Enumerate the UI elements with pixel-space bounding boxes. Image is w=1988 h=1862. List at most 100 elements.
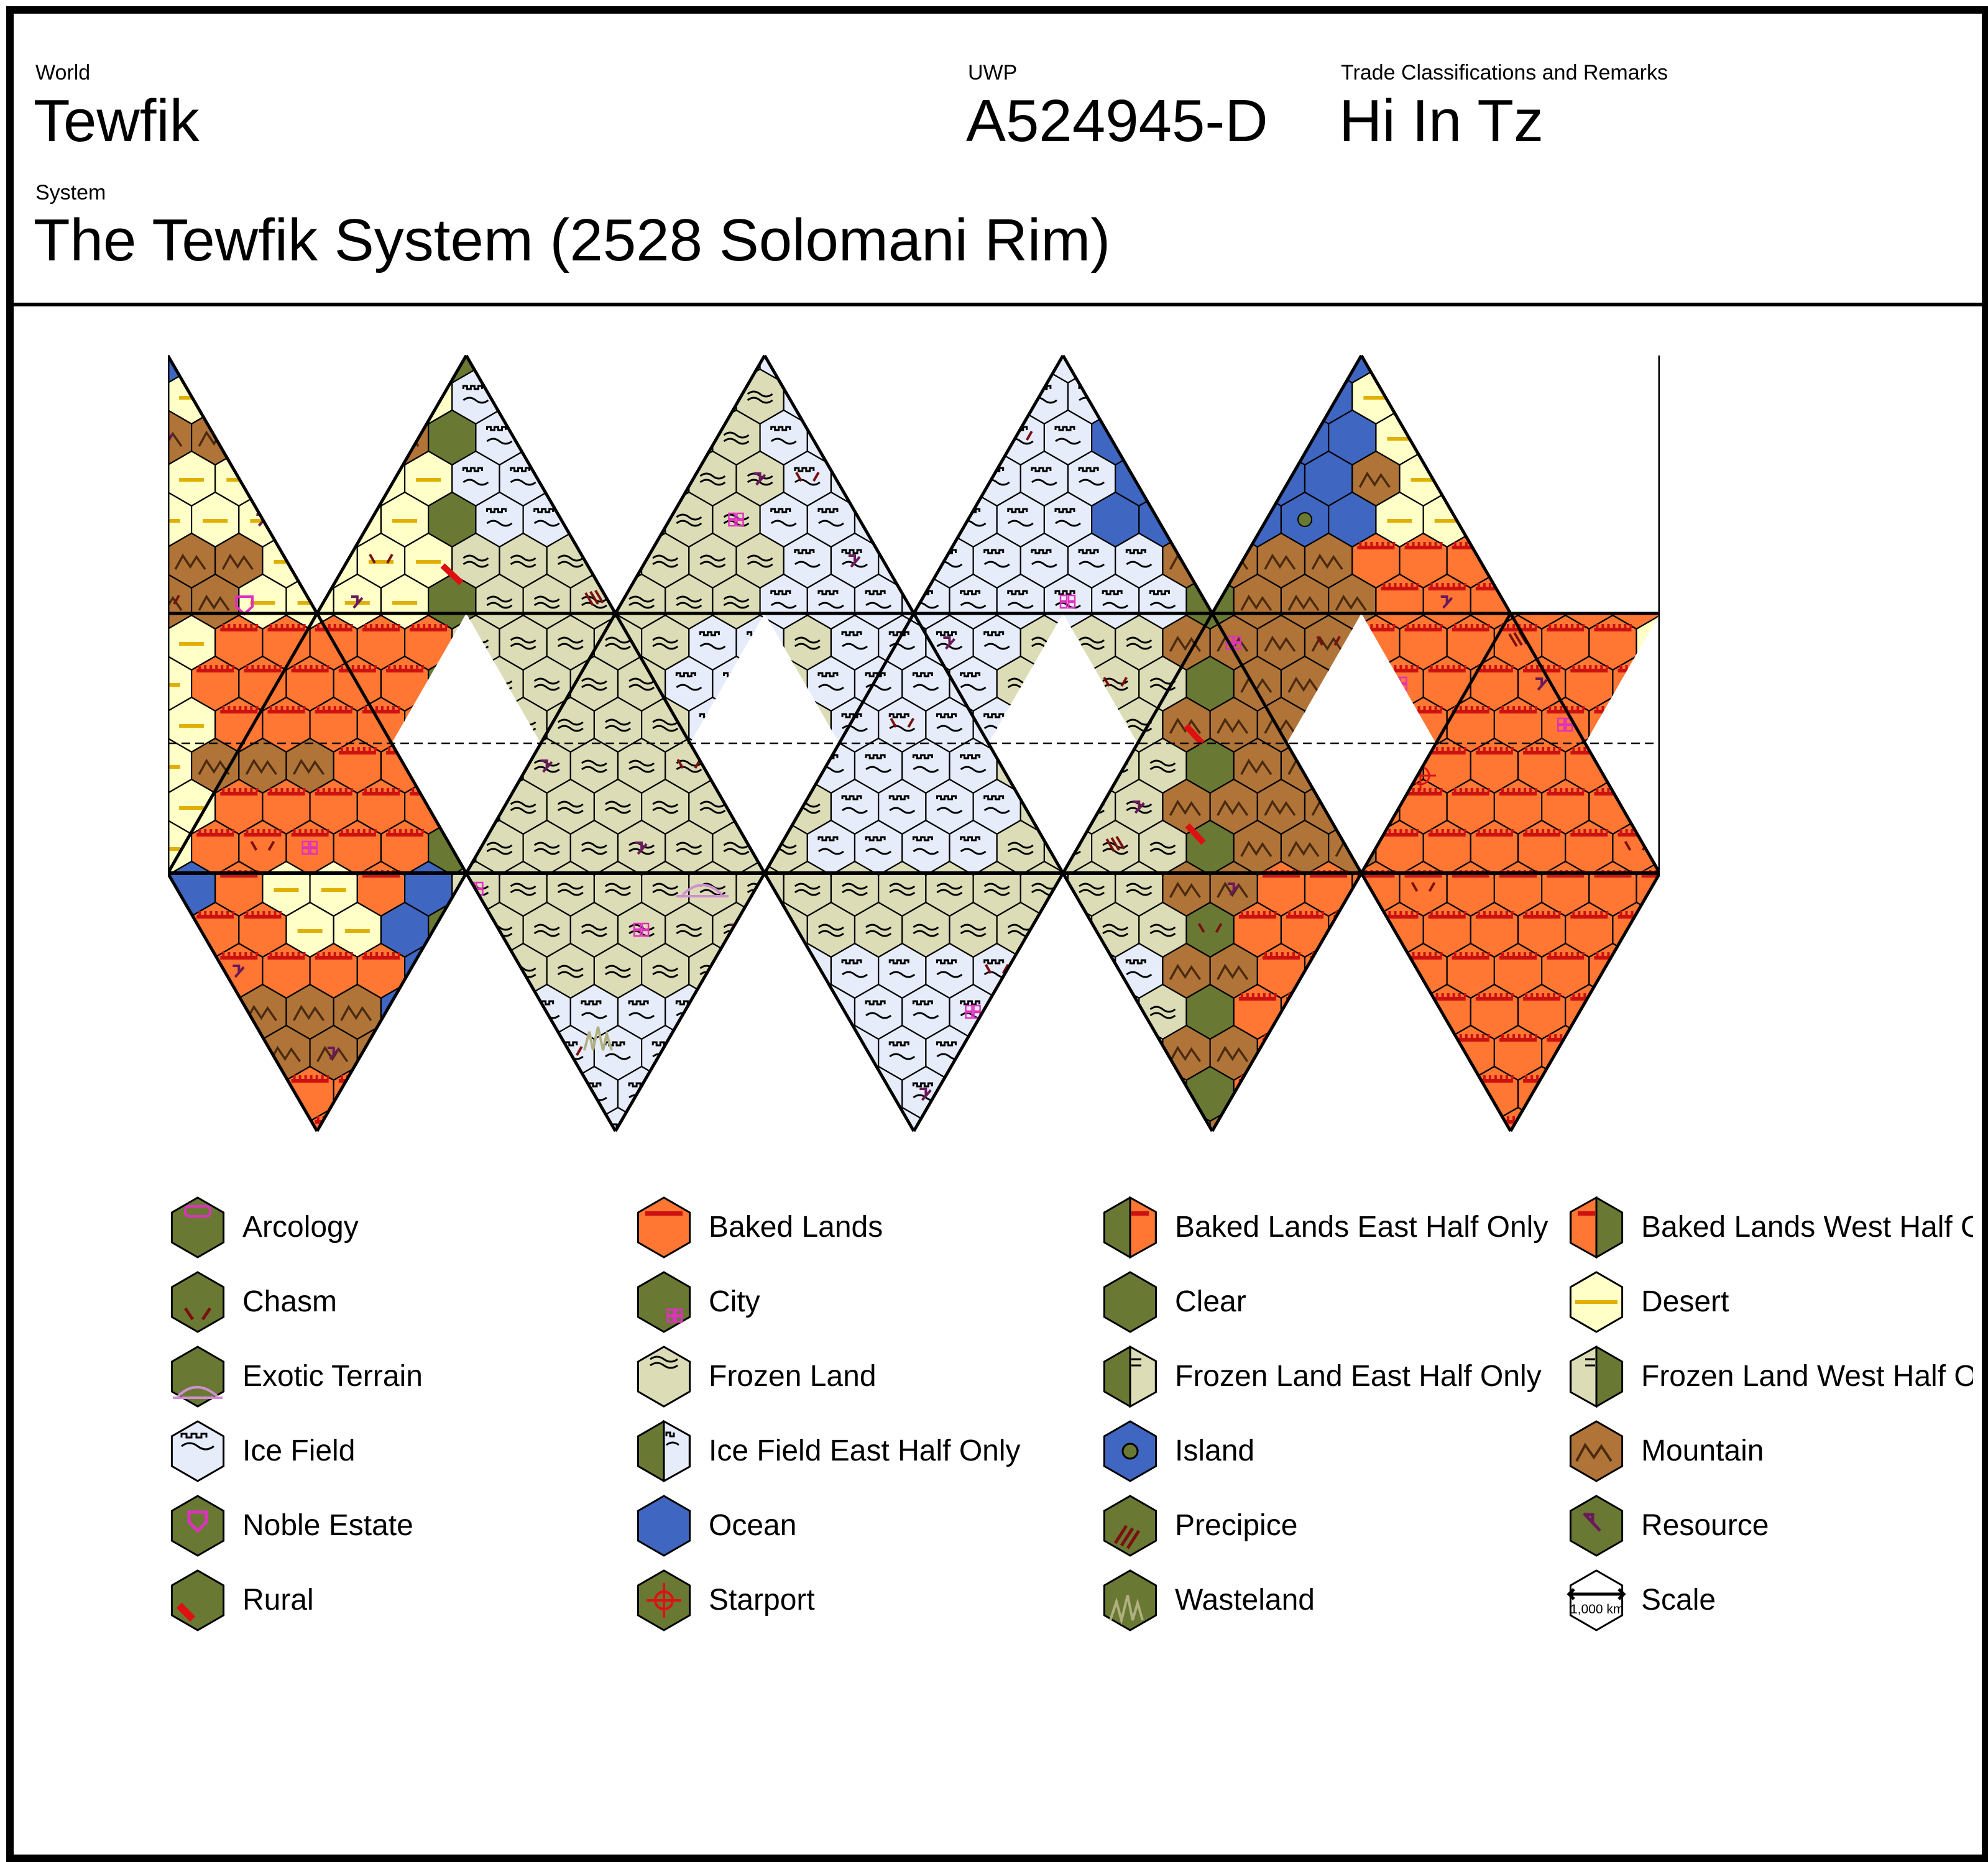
hex-ice	[996, 983, 1046, 1040]
hex-ice	[522, 409, 571, 466]
hex-ocean	[168, 983, 193, 1040]
hex-ice	[878, 450, 927, 507]
hex-baked	[287, 1149, 334, 1203]
hex-baked	[239, 1149, 286, 1203]
hex-ice	[522, 1065, 571, 1122]
baked-lands-icon	[637, 1196, 691, 1259]
legend-label: Frozen Land East Half Only	[1175, 1360, 1542, 1393]
legend-label: Ice Field East Half Only	[709, 1434, 1021, 1467]
legend-label: Exotic Terrain	[242, 1360, 423, 1393]
hex-ice	[949, 409, 998, 466]
hex-ice	[949, 1065, 998, 1122]
hex-frozen	[1139, 1149, 1186, 1203]
hex-frozen	[640, 368, 690, 425]
city-icon	[637, 1271, 691, 1333]
hex-ocean	[1209, 368, 1258, 425]
hex-baked	[262, 1106, 311, 1131]
terrain-hexes	[97, 328, 1660, 1203]
hex-ice	[854, 355, 903, 384]
hex-ocean	[1090, 355, 1140, 384]
hex-desert	[97, 820, 144, 875]
hex-ocean	[1138, 409, 1187, 466]
hex-clear	[1187, 1149, 1234, 1203]
starport-icon	[637, 1569, 691, 1631]
hex-frozen	[617, 355, 666, 384]
hex-baked	[1234, 1149, 1281, 1203]
hex-ice	[640, 1106, 690, 1131]
hex-desert	[191, 355, 240, 384]
hex-ice	[901, 409, 950, 466]
hex-ice	[806, 355, 856, 384]
hex-ice	[996, 355, 1046, 384]
hex-baked	[1636, 1024, 1660, 1081]
hex-desert	[1565, 355, 1614, 384]
hex-baked	[1399, 1024, 1448, 1081]
hex-ocean	[168, 1106, 216, 1131]
page-frame: World Tewfik UWP A524945-D Trade Classif…	[6, 6, 1988, 1862]
hex-desert	[1470, 491, 1519, 548]
hex-baked	[1612, 983, 1660, 1040]
mountain-icon	[1569, 1420, 1624, 1482]
hex-ocean	[97, 328, 144, 383]
hex-ice	[1115, 1106, 1164, 1131]
hex-desert	[1493, 368, 1543, 425]
hex-ice	[925, 368, 974, 425]
header: World Tewfik UWP A524945-D Trade Classif…	[14, 14, 1982, 306]
hex-baked	[191, 1149, 239, 1203]
hex-frozen	[451, 942, 500, 999]
hex-ice	[949, 355, 998, 384]
hex-baked	[1493, 532, 1543, 589]
hex-baked	[1588, 1024, 1637, 1081]
hex-desert	[1565, 409, 1614, 466]
hex-baked	[334, 1149, 381, 1203]
hex-baked	[1376, 1149, 1423, 1203]
legend-label: Ocean	[709, 1509, 797, 1542]
hex-ocean	[475, 983, 524, 1040]
hex-ocean	[380, 1065, 430, 1122]
hex-desert	[1588, 450, 1637, 507]
legend-label: Ice Field	[242, 1434, 356, 1467]
trade-label: Trade Classifications and Remarks	[1341, 61, 1668, 85]
hex-baked	[1351, 1106, 1401, 1131]
chasm-icon	[170, 1271, 225, 1333]
trade-value: Hi In Tz	[1339, 88, 1544, 154]
hex-ice	[618, 1149, 665, 1203]
hex-ocean	[451, 1106, 500, 1131]
rural-icon	[170, 1569, 225, 1631]
hex-ice	[1019, 1106, 1069, 1131]
precipice-icon	[1103, 1495, 1157, 1557]
clear-icon	[1103, 1271, 1157, 1333]
hex-desert	[1470, 409, 1519, 466]
hex-baked	[1541, 1106, 1590, 1131]
hex-desert	[1446, 368, 1495, 425]
hex-desert	[262, 450, 311, 507]
hex-ice	[996, 1065, 1046, 1122]
hex-ocean	[168, 860, 169, 917]
hex-ocean	[168, 1065, 193, 1122]
hex-ice	[688, 1024, 737, 1081]
hex-ice	[475, 355, 524, 384]
hex-baked	[1446, 1106, 1495, 1131]
hex-baked	[1659, 901, 1660, 958]
hex-frozen	[1043, 655, 1093, 712]
legend-label: Island	[1175, 1434, 1255, 1467]
hex-ice	[1019, 942, 1069, 999]
hex-baked	[1518, 1149, 1565, 1203]
hex-baked	[1280, 1065, 1330, 1122]
hex-ice	[972, 368, 1021, 425]
hex-baked	[191, 1065, 240, 1122]
hex-desert	[97, 492, 144, 547]
hex-desert	[238, 355, 287, 384]
frozen-land-west-half-icon	[1569, 1346, 1624, 1408]
hex-desert	[1659, 355, 1660, 384]
legend-label: Starport	[709, 1584, 815, 1617]
hex-desert	[168, 450, 169, 507]
hex-baked	[1659, 573, 1660, 630]
hex-baked	[1636, 778, 1660, 835]
hex-mountain	[285, 409, 334, 466]
legend-label: Baked Lands	[709, 1211, 883, 1244]
hex-mountain	[168, 532, 169, 589]
legend-label: Wasteland	[1175, 1584, 1315, 1617]
legend-label: Baked Lands East Half Only	[1175, 1211, 1549, 1244]
